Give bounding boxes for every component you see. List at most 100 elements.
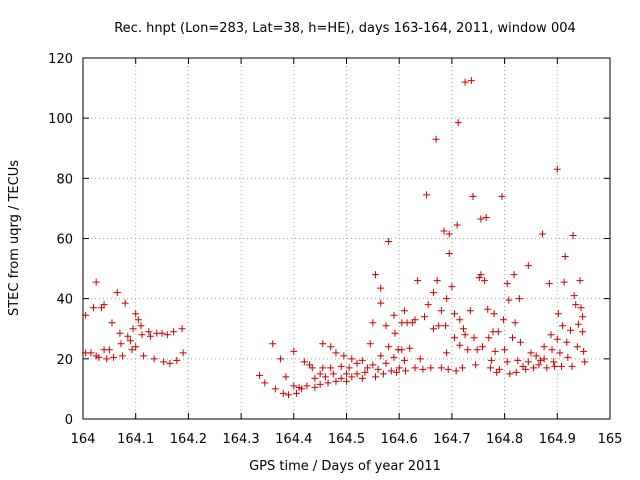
data-point [416, 355, 424, 363]
data-point [516, 338, 524, 346]
data-point [145, 328, 153, 336]
data-point [487, 356, 495, 364]
y-tick-label: 80 [56, 172, 73, 187]
data-point [510, 271, 518, 279]
data-point [324, 379, 332, 387]
data-point [581, 358, 589, 366]
data-point [385, 343, 393, 351]
data-point [539, 230, 547, 238]
data-point [566, 326, 574, 334]
data-point [461, 78, 469, 86]
x-tick-label: 164.3 [222, 432, 259, 447]
x-axis-label: GPS time / Days of year 2011 [249, 459, 441, 474]
data-point [444, 365, 452, 373]
data-point [353, 370, 361, 378]
data-point [553, 335, 561, 343]
data-point [261, 379, 269, 387]
data-point [419, 365, 427, 373]
data-point [548, 346, 556, 354]
data-point [414, 277, 422, 285]
data-point [442, 322, 450, 330]
axis-ticks: 164 164.1 164.2 164.3 164.4 164.5 164.6 164.7 16… [48, 52, 622, 447]
data-point [395, 364, 403, 372]
data-point [486, 364, 494, 372]
data-point [456, 341, 464, 349]
data-point [579, 313, 587, 321]
y-tick-label: 40 [56, 293, 73, 308]
data-point [138, 331, 146, 339]
data-point [298, 385, 306, 393]
data-point [475, 274, 483, 282]
data-point [390, 311, 398, 319]
data-point [179, 349, 187, 357]
data-point [402, 367, 410, 375]
data-point [570, 292, 578, 300]
data-point [269, 340, 277, 348]
data-point [369, 361, 377, 369]
data-point [576, 277, 584, 285]
data-point [364, 364, 372, 372]
data-point [406, 344, 414, 352]
data-point [382, 359, 390, 367]
data-point [554, 310, 562, 318]
data-point [569, 231, 577, 239]
data-point [481, 277, 489, 285]
data-point [256, 371, 264, 379]
grid [83, 58, 610, 419]
data-point [490, 310, 498, 318]
data-point [290, 382, 298, 390]
y-tick-label: 100 [48, 112, 73, 127]
data-point [491, 347, 499, 355]
data-point [512, 368, 520, 376]
data-point [445, 250, 453, 258]
data-point [321, 373, 329, 381]
data-point [343, 377, 350, 385]
data-point [391, 329, 399, 337]
data-point [140, 352, 148, 360]
data-point [469, 192, 477, 200]
data-point [379, 370, 387, 378]
data-point [477, 271, 485, 279]
data-point [453, 221, 461, 229]
data-point [358, 356, 366, 364]
data-point [126, 337, 134, 345]
data-point [556, 349, 564, 357]
data-point [511, 319, 519, 327]
data-point [435, 322, 443, 330]
data-point [503, 358, 511, 366]
data-point [308, 364, 316, 372]
data-point [429, 325, 437, 333]
data-point [527, 349, 535, 357]
x-tick-label: 164.9 [539, 432, 576, 447]
data-point [303, 382, 311, 390]
data-point [572, 301, 580, 309]
data-point [358, 374, 366, 382]
data-point [374, 365, 382, 373]
data-point [433, 277, 441, 285]
data-point [343, 370, 350, 378]
data-point [345, 364, 353, 372]
x-tick-label: 164.8 [486, 432, 523, 447]
data-point [545, 280, 553, 288]
data-point [390, 353, 398, 361]
data-point [369, 319, 377, 327]
data-point [427, 364, 435, 372]
x-tick-label: 164.7 [433, 432, 470, 447]
data-point [445, 230, 453, 238]
data-point [451, 310, 459, 318]
data-point [121, 299, 129, 307]
data-point [494, 328, 502, 336]
data-point [361, 368, 369, 376]
data-point [467, 77, 475, 85]
data-point [553, 165, 561, 173]
data-point [92, 278, 100, 286]
data-point [103, 355, 111, 363]
data-point [150, 355, 158, 363]
data-point [398, 346, 406, 354]
data-point [482, 213, 490, 221]
data-point [332, 377, 340, 385]
x-tick-label: 164.5 [328, 432, 365, 447]
data-point [456, 316, 464, 324]
data-point [87, 349, 95, 357]
data-point [574, 320, 582, 328]
